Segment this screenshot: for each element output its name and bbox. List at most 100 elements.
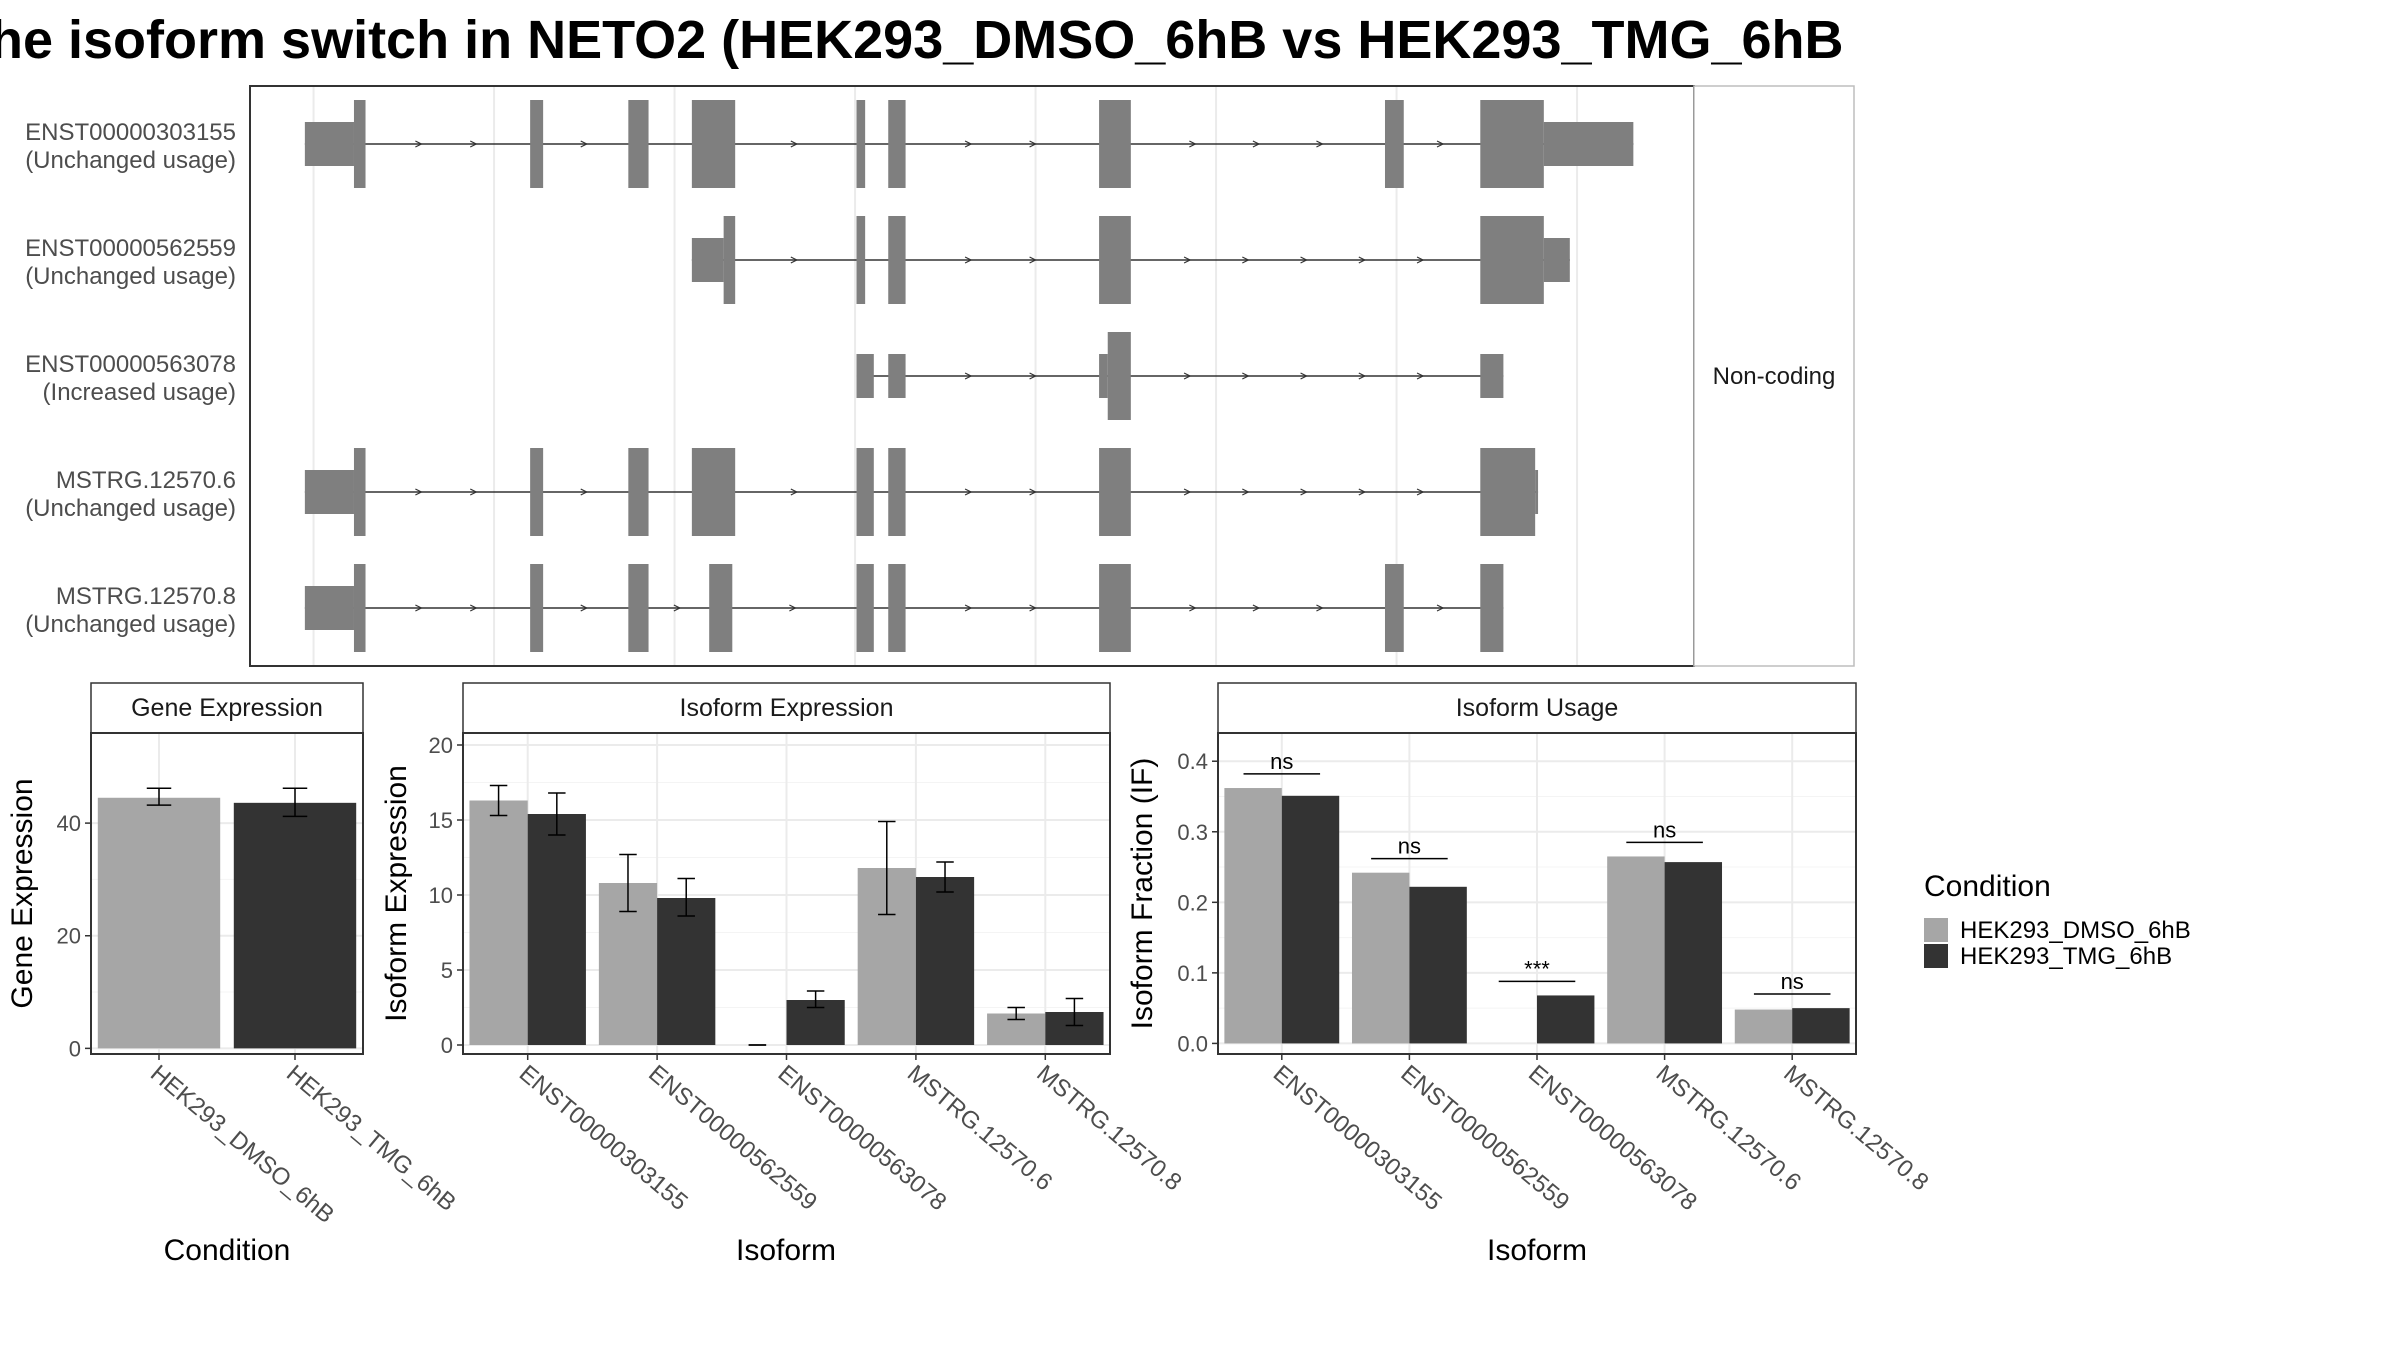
exon-block [530,564,544,652]
intron-direction-arrow [789,604,797,612]
bar-HEK293_TMG_6hB-ENST00000303155 [1281,795,1340,1044]
intron-direction-arrow [1300,372,1308,380]
legend-title: Condition [1924,870,2051,903]
exon-block [1543,238,1570,282]
intron-direction-arrow [1436,604,1445,612]
exon-block [1384,564,1404,652]
exon-block [1384,100,1404,188]
exon-block [709,564,733,652]
exon-block [888,564,906,652]
exon-block [353,448,366,536]
significance-label: ns [1270,749,1293,774]
x-axis-title: Condition [164,1234,291,1267]
y-tick-label: 20 [429,733,453,758]
significance-label: ns [1398,834,1421,859]
transcript-row [691,216,1570,304]
intron-direction-arrow [964,256,973,264]
y-tick-label: 0.0 [1177,1031,1208,1056]
exon-block [856,100,866,188]
legend-label-dmso: HEK293_DMSO_6hB [1960,917,2191,944]
exon-block [856,448,874,536]
exon-block [888,216,906,304]
bar-HEK293_DMSO_6hB-ENST00000303155 [469,800,528,1045]
intron-direction-arrow [1358,372,1367,380]
transcript-usage-label: (Unchanged usage) [25,147,236,174]
intron-direction-arrow [1029,140,1037,148]
exon-block [856,216,866,304]
intron-direction-arrow [1189,140,1197,148]
intron-direction-arrow [1316,140,1324,148]
exon-block [1480,448,1536,536]
intron-direction-arrow [1416,372,1425,380]
intron-direction-arrow [790,488,799,496]
bar-HEK293_DMSO_6hB-ENST00000562559 [1351,872,1410,1044]
y-tick-label: 5 [441,958,453,983]
bar-HEK293_TMG_6hB-ENST00000562559 [1409,886,1467,1044]
y-tick-label: 0.2 [1177,890,1208,915]
intron-direction-arrow [1300,488,1308,496]
significance-label: ns [1781,969,1804,994]
y-tick-label: 0.4 [1177,749,1208,774]
bar-HEK293_DMSO_6hB-MSTRG.12570.6 [1607,856,1665,1044]
y-tick-label: 0.1 [1177,961,1208,986]
isoform-usage-panel: Isoform Usagensns***nsns0.00.10.20.30.4E… [1126,682,1934,1267]
bar-HEK293_TMG_6hB-ENST00000563078 [1537,995,1595,1044]
structure-rows [304,100,1634,652]
exon-block [1099,564,1131,652]
panel-strip-title: Isoform Usage [1456,694,1619,722]
isoform-structure-panel: Non-coding ENST00000303155(Unchanged usa… [25,85,1855,667]
bar-HEK293_DMSO_6hB-MSTRG.12570.8 [1734,1009,1793,1044]
bar-HEK293_TMG_6hB-MSTRG.12570.6 [1664,862,1723,1044]
exon-block [353,100,366,188]
intron-direction-arrow [415,140,423,148]
intron-direction-arrow [1029,488,1037,496]
y-tick-label: 0 [441,1033,453,1058]
isoform-expression-panel: Isoform Expression05101520ENST0000030315… [380,682,1187,1267]
figure-title: he isoform switch in NETO2 (HEK293_DMSO_… [0,10,1844,70]
intron-direction-arrow [415,604,423,612]
intron-direction-arrow [1300,256,1308,264]
exon-block [1099,100,1131,188]
intron-direction-arrow [1242,488,1250,496]
exon-block [1535,470,1539,514]
intron-direction-arrow [1358,256,1367,264]
exon-block [628,100,649,188]
intron-direction-arrow [790,256,799,264]
panel-strip [1217,682,1857,734]
exon-block [888,354,906,398]
exon-block [691,448,736,536]
exon-block [723,216,736,304]
y-axis-title: Isoform Expression [380,765,413,1022]
intron-direction-arrow [790,140,799,148]
intron-direction-arrow [1416,488,1425,496]
transcript-id-label: ENST00000303155 [25,119,236,146]
exon-block [1099,216,1131,304]
intron-direction-arrow [1183,256,1192,264]
transcript-usage-label: (Unchanged usage) [25,263,236,290]
exon-block [1099,354,1108,398]
y-tick-label: 10 [429,883,453,908]
y-tick-label: 0 [69,1036,81,1061]
transcript-row [856,332,1504,420]
exon-block [888,448,906,536]
transcript-row [304,100,1634,188]
transcript-usage-label: (Unchanged usage) [25,611,236,638]
y-tick-label: 40 [57,811,81,836]
intron-direction-arrow [1029,256,1037,264]
bar-HEK293_DMSO_6hB-ENST00000303155 [1224,788,1282,1044]
legend-swatch-tmg [1924,944,1948,968]
transcript-row [304,448,1539,536]
x-axis-title: Isoform [736,1234,836,1267]
exon-block [304,470,354,514]
exon-block [1480,216,1544,304]
transcript-id-label: MSTRG.12570.8 [56,583,236,610]
annotation-strip [1693,85,1855,667]
y-tick-label: 20 [57,924,81,949]
intron-direction-arrow [580,488,589,496]
intron-direction-arrow [1252,604,1261,612]
exon-block [304,586,354,630]
condition-legend: Condition HEK293_DMSO_6hB HEK293_TMG_6hB [1924,870,2191,970]
intron-direction-arrow [964,140,973,148]
transcript-usage-label: (Increased usage) [43,379,236,406]
